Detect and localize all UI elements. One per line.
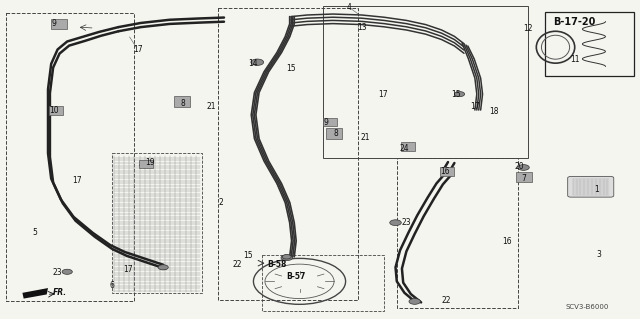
Text: 17: 17 <box>470 102 480 111</box>
Text: 24: 24 <box>399 144 410 153</box>
Circle shape <box>158 265 168 270</box>
Text: 3: 3 <box>596 250 601 259</box>
Text: 9: 9 <box>52 19 57 28</box>
Bar <box>545 12 634 76</box>
Text: FR.: FR. <box>53 288 67 297</box>
Text: 14: 14 <box>248 59 258 68</box>
Circle shape <box>281 255 292 261</box>
Text: 10: 10 <box>49 106 60 115</box>
Bar <box>174 96 191 107</box>
Text: 21: 21 <box>207 102 216 111</box>
Text: SCV3-B6000: SCV3-B6000 <box>566 304 609 310</box>
Bar <box>440 167 454 176</box>
Text: 16: 16 <box>502 237 512 246</box>
Text: 8: 8 <box>180 99 185 108</box>
Text: 17: 17 <box>132 45 143 54</box>
Text: 20: 20 <box>515 162 525 171</box>
Text: 8: 8 <box>333 130 339 138</box>
Text: 2: 2 <box>218 198 223 207</box>
Bar <box>112 153 202 293</box>
Text: 12: 12 <box>524 24 532 33</box>
Text: 9: 9 <box>324 118 329 127</box>
Text: 17: 17 <box>123 265 133 274</box>
Text: 15: 15 <box>451 90 461 99</box>
Text: B-58: B-58 <box>267 260 286 269</box>
Text: 5: 5 <box>33 228 38 237</box>
Text: 1: 1 <box>594 185 599 194</box>
Text: 13: 13 <box>356 23 367 32</box>
Bar <box>51 19 67 29</box>
Bar <box>262 255 384 311</box>
Circle shape <box>251 59 264 65</box>
Text: 23: 23 <box>52 268 63 277</box>
Text: 19: 19 <box>145 158 156 167</box>
FancyBboxPatch shape <box>568 176 614 197</box>
Text: 15: 15 <box>243 251 253 260</box>
Text: 18: 18 <box>490 107 499 115</box>
Text: 15: 15 <box>286 64 296 73</box>
Circle shape <box>518 165 529 170</box>
Text: 17: 17 <box>72 176 82 185</box>
Bar <box>6 13 134 301</box>
Bar <box>397 158 518 308</box>
Text: B-17-20: B-17-20 <box>554 17 596 27</box>
Bar <box>218 8 358 300</box>
Bar <box>323 6 528 158</box>
Text: 22: 22 <box>442 296 451 305</box>
Text: 16: 16 <box>440 167 450 176</box>
Circle shape <box>454 92 465 97</box>
Bar <box>326 128 342 139</box>
Circle shape <box>282 255 291 259</box>
Text: B-57: B-57 <box>286 272 305 281</box>
Circle shape <box>390 220 401 226</box>
Circle shape <box>62 269 72 274</box>
Text: 7: 7 <box>521 174 526 182</box>
Text: 6: 6 <box>109 281 115 290</box>
Text: 23: 23 <box>401 218 412 227</box>
Text: 17: 17 <box>378 90 388 99</box>
Bar <box>401 142 415 151</box>
Text: 4: 4 <box>346 3 351 11</box>
Bar <box>516 172 531 182</box>
Text: 22: 22 <box>232 260 241 269</box>
Bar <box>139 160 153 168</box>
Text: 21: 21 <box>360 133 369 142</box>
Text: 11: 11 <box>570 56 579 64</box>
Bar <box>49 106 63 115</box>
Polygon shape <box>22 288 48 299</box>
Circle shape <box>409 299 420 304</box>
Bar <box>323 118 337 126</box>
